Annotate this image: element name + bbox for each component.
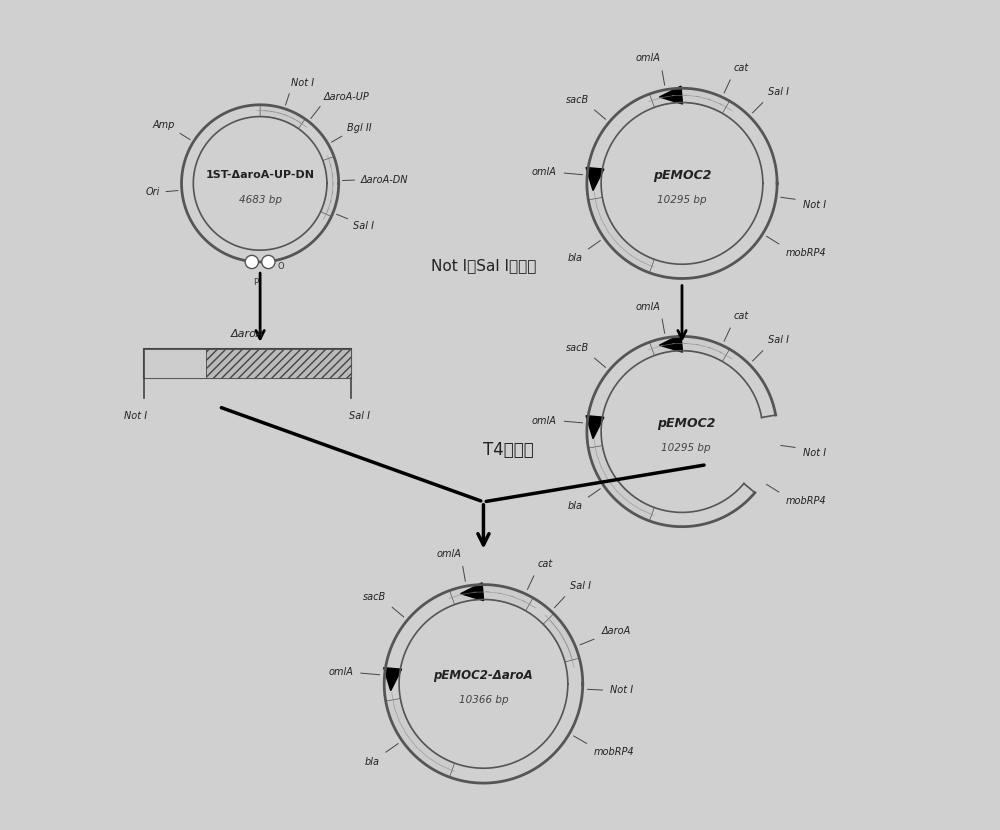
Text: Not I: Not I <box>803 200 826 210</box>
Text: 10295 bp: 10295 bp <box>661 443 711 453</box>
Text: ΔaroA: ΔaroA <box>601 627 631 637</box>
Text: Not I: Not I <box>124 411 148 421</box>
Text: omlA: omlA <box>532 416 557 426</box>
Polygon shape <box>659 86 683 104</box>
Text: 1ST-ΔaroA-UP-DN: 1ST-ΔaroA-UP-DN <box>206 170 315 180</box>
Text: Not I、Sal I双酶切: Not I、Sal I双酶切 <box>431 259 536 274</box>
Text: Not I: Not I <box>291 78 314 88</box>
Text: pEMOC2: pEMOC2 <box>653 168 711 182</box>
Text: bla: bla <box>364 757 379 767</box>
Text: bla: bla <box>567 501 582 511</box>
Text: Sal I: Sal I <box>570 581 591 591</box>
Text: 4683 bp: 4683 bp <box>239 195 282 205</box>
Circle shape <box>262 256 275 269</box>
Text: pEMOC2-ΔaroA: pEMOC2-ΔaroA <box>434 669 533 682</box>
Text: Sal I: Sal I <box>768 335 789 345</box>
Polygon shape <box>586 168 604 191</box>
Text: T4连接酶: T4连接酶 <box>483 442 534 459</box>
Polygon shape <box>386 699 455 777</box>
Text: mobRP4: mobRP4 <box>593 747 634 758</box>
Text: ΔaroA-UP: ΔaroA-UP <box>324 91 370 101</box>
FancyBboxPatch shape <box>144 349 206 378</box>
Text: Ori: Ori <box>146 187 160 198</box>
Polygon shape <box>588 198 654 273</box>
Text: ΔaroA-DN: ΔaroA-DN <box>361 175 408 185</box>
Polygon shape <box>659 334 683 352</box>
Text: O: O <box>277 261 284 271</box>
Text: ΔaroA: ΔaroA <box>231 329 264 339</box>
Polygon shape <box>649 88 730 114</box>
Polygon shape <box>586 416 604 439</box>
Polygon shape <box>321 157 339 217</box>
Text: omlA: omlA <box>328 667 353 677</box>
Text: Sal I: Sal I <box>768 87 789 97</box>
Polygon shape <box>450 584 533 611</box>
Text: cat: cat <box>537 559 552 569</box>
Text: cat: cat <box>733 311 749 321</box>
Text: omlA: omlA <box>532 168 557 178</box>
FancyBboxPatch shape <box>144 349 351 378</box>
Text: 10295 bp: 10295 bp <box>657 195 707 205</box>
Text: cat: cat <box>733 63 749 73</box>
Text: Not I: Not I <box>803 448 826 458</box>
Text: mobRP4: mobRP4 <box>785 248 826 258</box>
Polygon shape <box>260 105 305 129</box>
Text: pEMOC2: pEMOC2 <box>657 417 715 430</box>
Polygon shape <box>649 336 730 362</box>
Text: Sal I: Sal I <box>353 221 374 231</box>
Text: Amp: Amp <box>152 120 175 130</box>
Polygon shape <box>384 667 402 691</box>
Text: Not I: Not I <box>610 686 633 696</box>
Text: omlA: omlA <box>636 301 661 311</box>
Text: Sal I: Sal I <box>349 411 370 421</box>
Text: sacB: sacB <box>565 344 589 354</box>
Text: bla: bla <box>567 253 582 263</box>
Text: omlA: omlA <box>636 53 661 63</box>
Text: Bgl II: Bgl II <box>347 123 372 133</box>
FancyBboxPatch shape <box>206 349 351 378</box>
Text: mobRP4: mobRP4 <box>785 496 826 506</box>
Text: omlA: omlA <box>437 549 461 559</box>
Polygon shape <box>588 446 654 521</box>
Text: 10366 bp: 10366 bp <box>459 696 508 706</box>
Polygon shape <box>461 583 484 601</box>
Circle shape <box>245 256 258 269</box>
Text: sacB: sacB <box>363 592 386 603</box>
Text: sacB: sacB <box>565 95 589 105</box>
Text: P: P <box>253 278 259 287</box>
Polygon shape <box>543 613 579 662</box>
